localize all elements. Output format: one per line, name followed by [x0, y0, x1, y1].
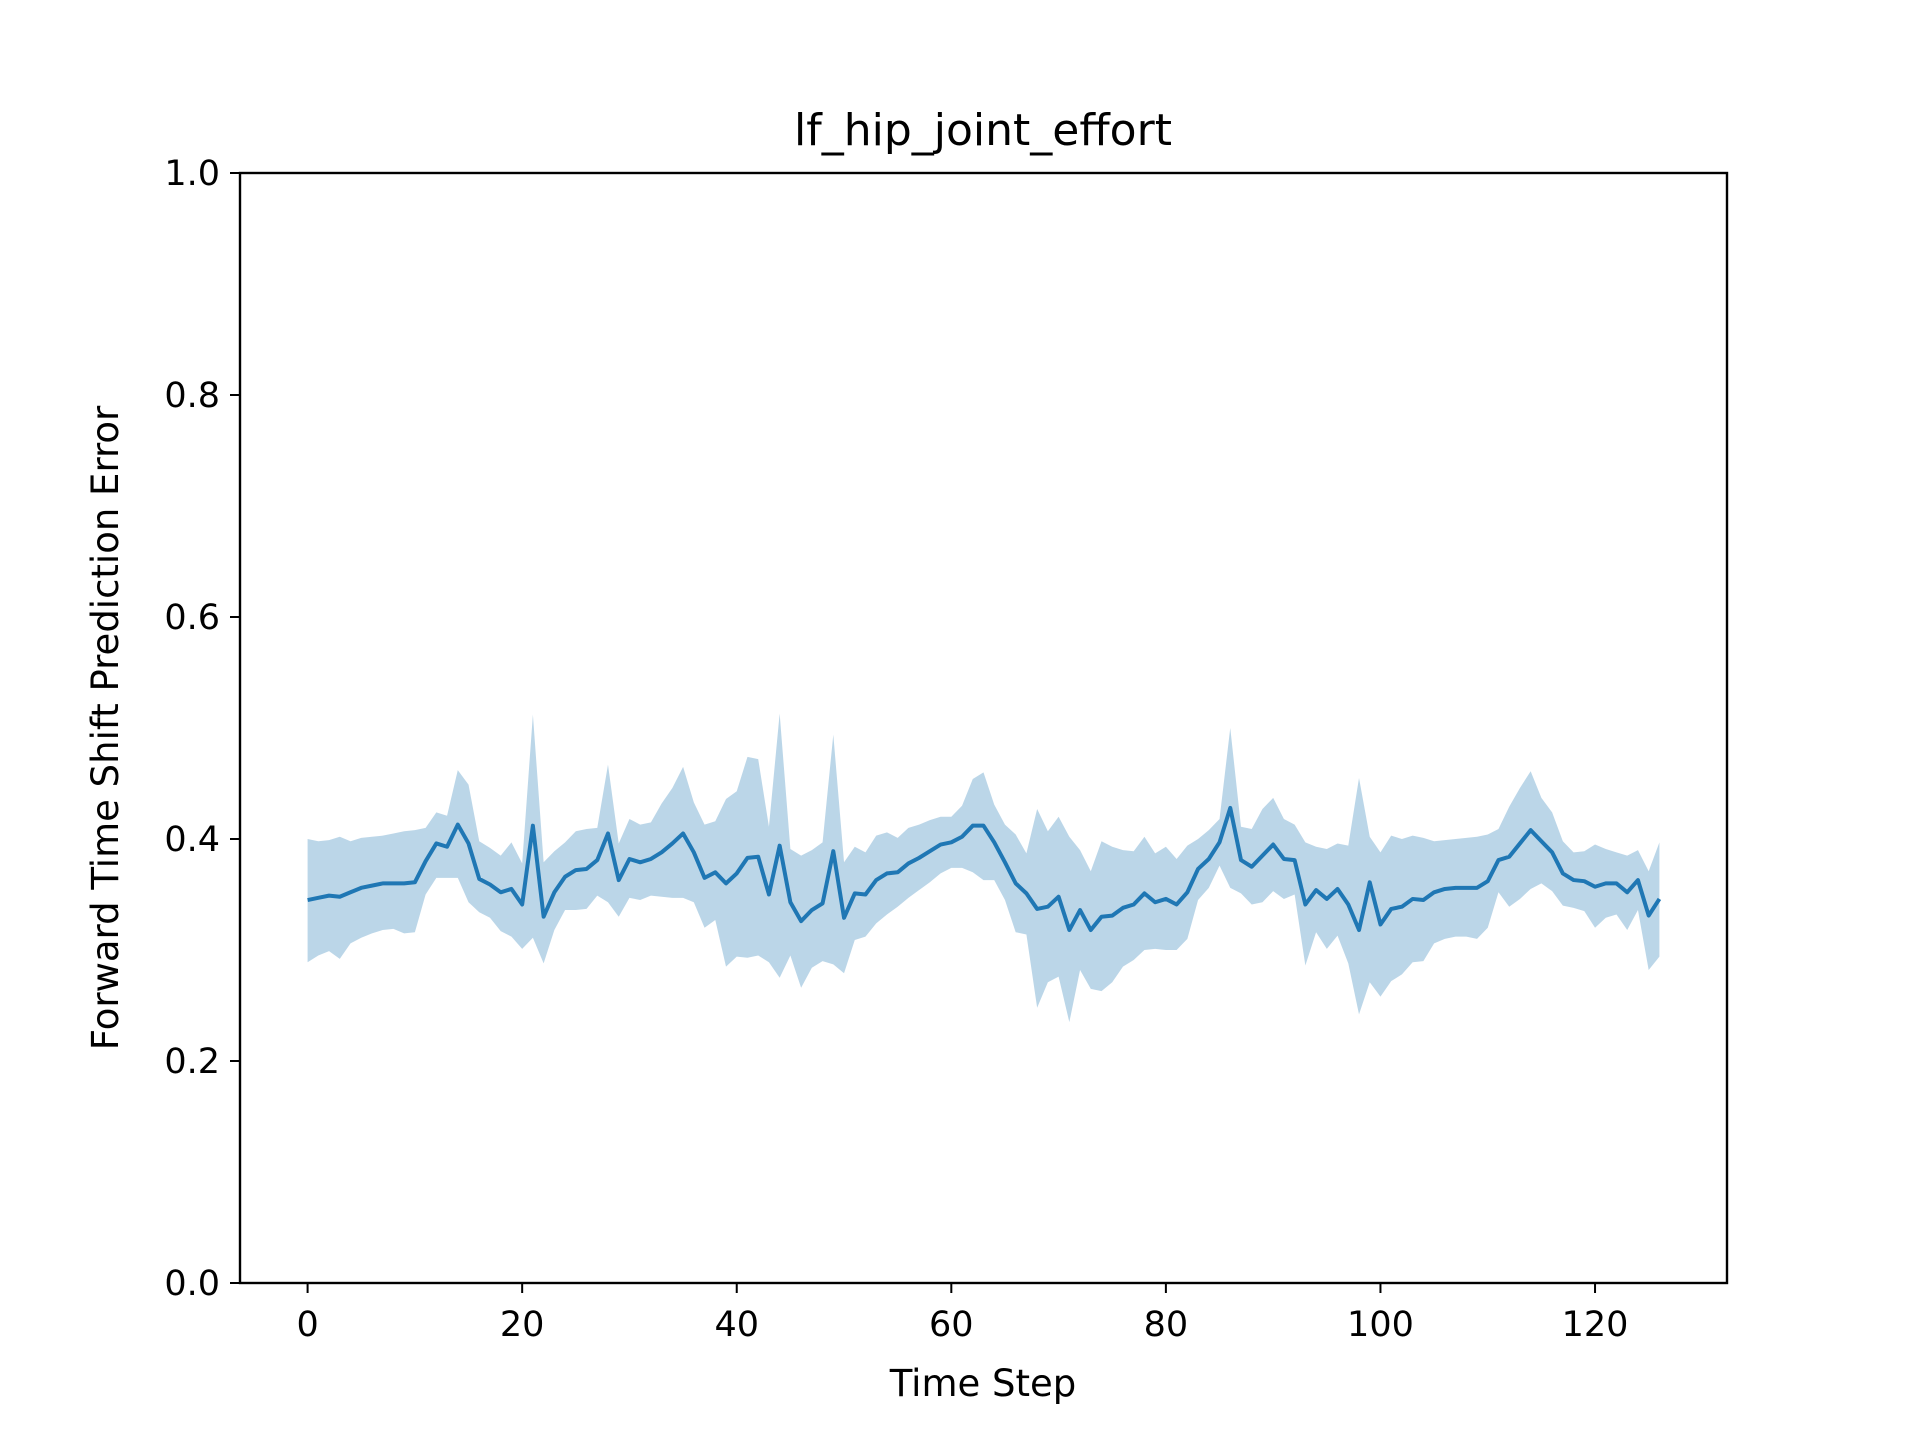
- x-tick-label: 40: [714, 1305, 759, 1345]
- x-tick-label: 0: [296, 1305, 318, 1345]
- y-tick-label: 0.6: [164, 598, 220, 638]
- x-tick-label: 100: [1347, 1305, 1414, 1345]
- y-tick-label: 0.2: [164, 1042, 220, 1082]
- y-tick-label: 0.4: [164, 820, 220, 860]
- y-tick-label: 0.8: [164, 376, 220, 416]
- confidence-band: [307, 713, 1660, 1023]
- x-tick-label: 20: [500, 1305, 545, 1345]
- x-tick-label: 80: [1144, 1305, 1189, 1345]
- x-tick-label: 60: [929, 1305, 974, 1345]
- plot-area: [307, 713, 1662, 1023]
- y-tick-label: 1.0: [164, 154, 220, 194]
- y-axis-label: Forward Time Shift Prediction Error: [84, 405, 127, 1050]
- x-axis-label: Time Step: [889, 1362, 1077, 1405]
- axes-frame: [238, 171, 1729, 1285]
- chart-title: lf_hip_joint_effort: [794, 105, 1172, 156]
- x-tick-label: 120: [1562, 1305, 1629, 1345]
- y-tick-label: 0.0: [164, 1264, 220, 1304]
- mean-line: [307, 805, 1662, 933]
- axis-ticks: 0 20 40 60 80 100 120 0.0 0.2 0.4 0.6 0.8 1.0: [164, 154, 1628, 1345]
